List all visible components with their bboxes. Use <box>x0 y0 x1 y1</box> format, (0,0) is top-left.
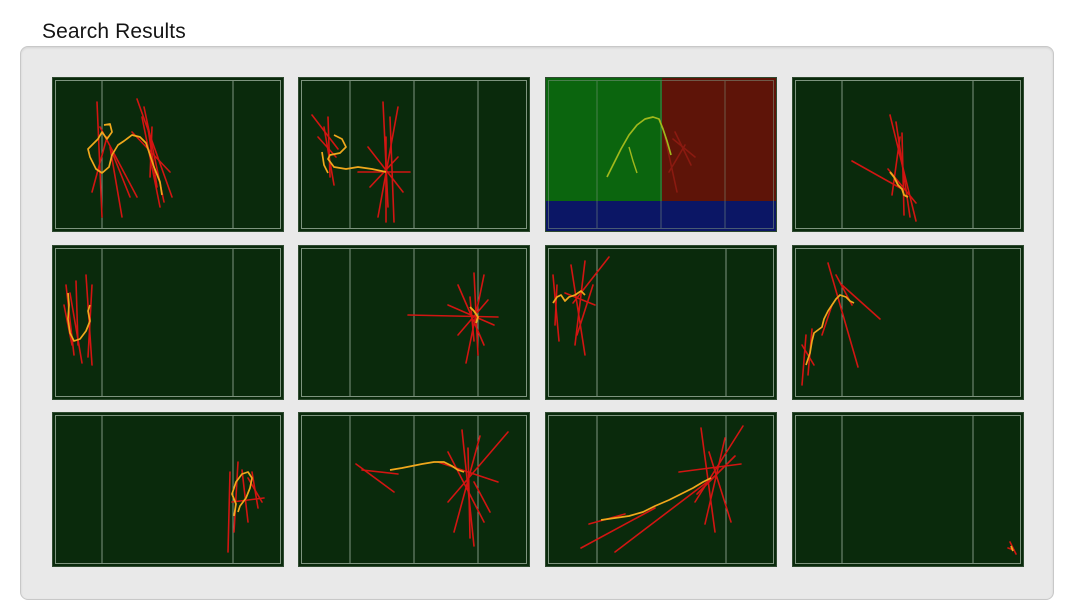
result-thumbnail-8[interactable] <box>792 245 1024 400</box>
result-thumbnail-2[interactable] <box>298 77 530 232</box>
result-thumbnail-12[interactable] <box>792 412 1024 567</box>
result-thumbnail-9[interactable] <box>52 412 284 567</box>
search-results-group-title: Search Results <box>42 20 186 43</box>
result-thumbnail-5[interactable] <box>52 245 284 400</box>
result-thumbnail-3[interactable] <box>545 77 777 232</box>
result-thumbnail-4[interactable] <box>792 77 1024 232</box>
result-thumbnail-7[interactable] <box>545 245 777 400</box>
result-thumbnail-1[interactable] <box>52 77 284 232</box>
result-thumbnail-6[interactable] <box>298 245 530 400</box>
result-thumbnail-11[interactable] <box>545 412 777 567</box>
result-thumbnail-10[interactable] <box>298 412 530 567</box>
